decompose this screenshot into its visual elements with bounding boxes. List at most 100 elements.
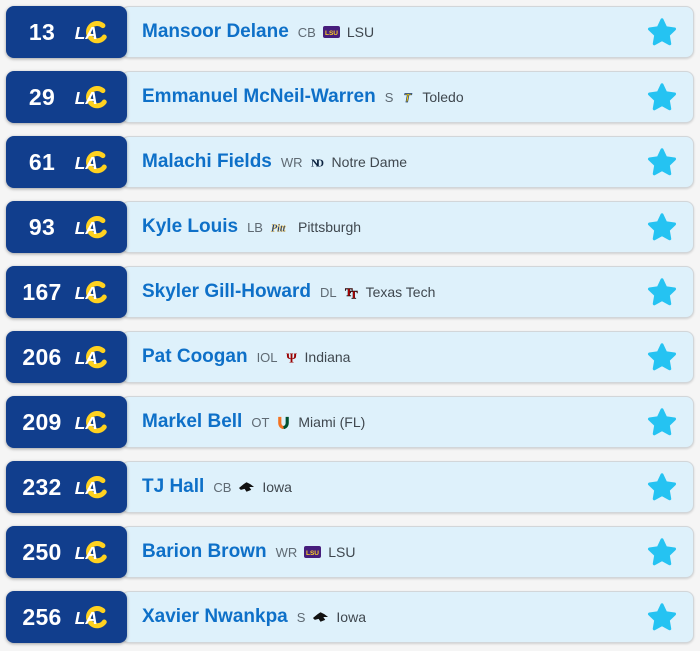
player-position: WR [280,154,303,170]
player-position: IOL [256,349,278,365]
player-position: OT [251,414,270,430]
player-name-link[interactable]: TJ Hall [142,476,205,497]
player-name-link[interactable]: Kyle Louis [142,216,239,237]
pick-number-box: 256 LA [6,591,127,643]
player-position: S [384,89,394,105]
rams-la-logo: LA [72,539,112,565]
player-row-panel[interactable]: Xavier Nwankpa S Iowa [121,591,694,643]
player-row-panel[interactable]: Mansoor Delane CB LSU LSU [121,6,694,58]
player-position: CB [213,479,232,495]
player-position: CB [297,24,316,40]
rams-la-logo: LA [72,19,112,45]
pick-number: 13 [28,18,56,45]
svg-text:LA: LA [75,543,98,563]
pick-number: 29 [28,83,56,110]
favorite-star-icon[interactable] [647,472,677,502]
favorite-star-icon[interactable] [647,342,677,372]
player-row-panel[interactable]: Emmanuel McNeil-Warren S T Toledo [121,71,694,123]
indiana-logo: Ψ [285,350,298,365]
pick-number-box: 167 LA [6,266,127,318]
draft-pick-row: 29 LA Emmanuel McNeil-Warren S T Toledo [6,71,694,123]
lsu-logo: LSU [322,26,340,38]
svg-text:LA: LA [75,478,98,498]
player-name-link[interactable]: Xavier Nwankpa [142,606,288,627]
svg-text:Pitt: Pitt [271,223,287,234]
rams-la-logo: LA [72,604,112,630]
svg-text:LA: LA [75,413,98,433]
svg-text:Ψ: Ψ [286,350,297,365]
player-name-link[interactable]: Barion Brown [142,541,267,562]
favorite-star-icon[interactable] [647,147,677,177]
pick-number-box: 206 LA [6,331,127,383]
draft-pick-row: 256 LA Xavier Nwankpa S Iowa [6,591,694,643]
rams-la-logo: LA [72,409,112,435]
pick-number-box: 13 LA [6,6,127,58]
player-row-panel[interactable]: Pat Coogan IOL Ψ Indiana [121,331,694,383]
pick-number-box: 29 LA [6,71,127,123]
college-name: Iowa [336,609,366,625]
college-name: Iowa [262,479,292,495]
svg-text:D: D [316,158,324,170]
rams-la-logo: LA [72,84,112,110]
svg-text:T: T [350,289,358,300]
pick-number-box: 209 LA [6,396,127,448]
favorite-star-icon[interactable] [647,17,677,47]
pick-number: 61 [28,148,56,175]
toledo-logo: T [400,91,415,104]
draft-pick-row: 250 LA Barion Brown WR LSU LSU [6,526,694,578]
iowa-logo [312,611,329,623]
player-position: WR [275,544,298,560]
favorite-star-icon[interactable] [647,602,677,632]
player-position: S [296,609,306,625]
player-row-panel[interactable]: Kyle Louis LB Pitt Pittsburgh [121,201,694,253]
player-row-panel[interactable]: Markel Bell OT Miami (FL) [121,396,694,448]
draft-pick-row: 232 LA TJ Hall CB Iowa [6,461,694,513]
pick-number: 93 [28,213,56,240]
favorite-star-icon[interactable] [647,212,677,242]
player-name-link[interactable]: Malachi Fields [142,151,272,172]
favorite-star-icon[interactable] [647,537,677,567]
college-name: LSU [328,544,356,560]
svg-text:T: T [345,287,353,299]
pick-number: 250 [22,538,62,565]
player-row-panel[interactable]: Barion Brown WR LSU LSU [121,526,694,578]
favorite-star-icon[interactable] [647,82,677,112]
pittsburgh-logo: Pitt [270,221,291,234]
favorite-star-icon[interactable] [647,277,677,307]
svg-text:N: N [311,158,319,170]
player-name-link[interactable]: Markel Bell [142,411,243,432]
pick-number: 206 [22,343,62,370]
player-name-link[interactable]: Emmanuel McNeil-Warren [142,86,376,107]
college-name: Toledo [422,89,464,105]
svg-text:LA: LA [75,283,98,303]
college-name: Texas Tech [365,284,436,300]
svg-text:LA: LA [75,608,98,628]
college-name: Indiana [304,349,351,365]
player-position: LB [247,219,263,235]
pick-number: 256 [22,603,62,630]
college-name: Miami (FL) [298,414,366,430]
player-name-link[interactable]: Skyler Gill-Howard [142,281,311,302]
player-name-link[interactable]: Mansoor Delane [142,21,289,42]
player-name-link[interactable]: Pat Coogan [142,346,248,367]
player-row-panel[interactable]: TJ Hall CB Iowa [121,461,694,513]
college-name: Pittsburgh [297,219,362,235]
pick-number-box: 250 LA [6,526,127,578]
pick-number: 167 [22,278,62,305]
draft-pick-row: 209 LA Markel Bell OT Miami (FL) [6,396,694,448]
svg-text:LA: LA [75,348,98,368]
rams-la-logo: LA [72,149,112,175]
pick-number-box: 93 LA [6,201,127,253]
svg-text:T: T [404,91,413,104]
pick-number: 232 [22,473,62,500]
favorite-star-icon[interactable] [647,407,677,437]
svg-text:LA: LA [75,218,98,238]
college-name: LSU [346,24,375,40]
rams-la-logo: LA [72,214,112,240]
